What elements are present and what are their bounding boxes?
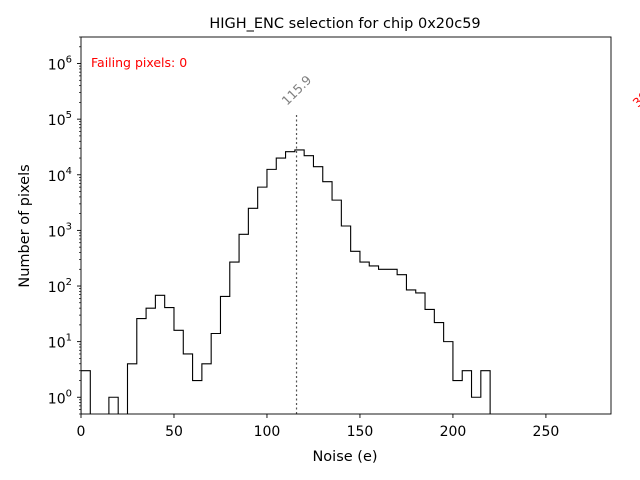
threshold-label: 30 — [630, 88, 640, 110]
y-axis-ticks: 100 101 102 103 104 105 106 — [48, 36, 81, 415]
mean-value-label: 115.9 — [279, 72, 315, 108]
failing-pixels-text: Failing pixels: 0 — [91, 55, 187, 70]
y-tick-label: 102 — [48, 277, 72, 296]
x-tick-label: 250 — [533, 424, 560, 440]
y-tick-label: 103 — [48, 221, 72, 240]
chart-title: HIGH_ENC selection for chip 0x20c59 — [209, 16, 480, 32]
y-tick-label: 101 — [48, 333, 72, 352]
y-tick-label: 106 — [48, 55, 72, 74]
x-tick-label: 100 — [254, 424, 281, 440]
y-axis-label: Number of pixels — [17, 164, 33, 287]
y-tick-label: 100 — [48, 388, 72, 407]
plot-frame — [80, 36, 612, 415]
y-tick-label: 105 — [48, 110, 72, 129]
plot-area — [81, 114, 491, 414]
histogram-series — [81, 149, 491, 414]
x-tick-label: 0 — [77, 424, 86, 440]
x-tick-label: 150 — [347, 424, 374, 440]
x-axis-label: Noise (e) — [312, 449, 377, 465]
x-tick-label: 50 — [165, 424, 183, 440]
x-axis-ticks: 0 50 100 150 200 250 — [77, 414, 560, 440]
x-tick-label: 200 — [440, 424, 467, 440]
y-tick-label: 104 — [48, 166, 72, 185]
